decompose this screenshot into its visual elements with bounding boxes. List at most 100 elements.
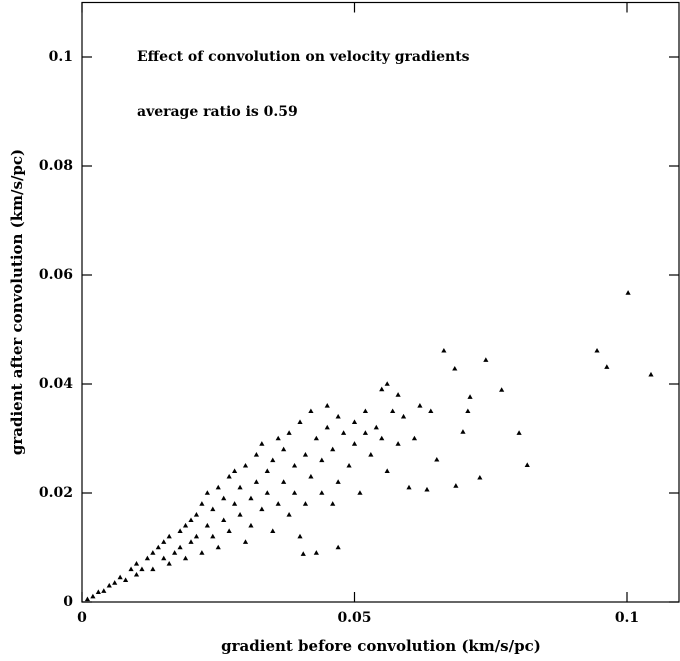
point xyxy=(313,435,319,441)
point xyxy=(232,468,238,473)
point xyxy=(117,574,123,580)
point xyxy=(253,479,259,484)
point xyxy=(101,588,107,593)
y-tick-label: 0 xyxy=(63,594,73,610)
point xyxy=(341,430,347,435)
point xyxy=(166,533,172,539)
point xyxy=(204,522,210,528)
point xyxy=(188,517,194,523)
annotation: average ratio is 0.59 xyxy=(137,104,298,120)
point xyxy=(182,555,189,561)
point xyxy=(319,457,325,463)
point xyxy=(379,435,385,441)
point xyxy=(417,403,423,408)
y-axis-label: gradient after convolution (km/s/pc) xyxy=(8,149,26,455)
point xyxy=(406,484,412,490)
point xyxy=(95,589,101,594)
point xyxy=(182,522,189,528)
point xyxy=(264,490,270,495)
point xyxy=(297,533,303,539)
point xyxy=(330,501,336,506)
point xyxy=(123,577,129,582)
point xyxy=(441,347,447,353)
point xyxy=(242,462,249,468)
point xyxy=(286,430,292,435)
point xyxy=(434,456,440,462)
point xyxy=(237,512,243,517)
point xyxy=(286,512,292,517)
x-axis-label: gradient before convolution (km/s/pc) xyxy=(221,637,541,655)
point xyxy=(139,566,145,572)
point xyxy=(166,561,172,566)
point xyxy=(259,506,265,512)
point xyxy=(308,473,314,479)
point xyxy=(308,408,314,414)
point xyxy=(253,452,259,457)
point xyxy=(384,381,390,386)
point xyxy=(204,490,210,495)
y-tick-label: 0.04 xyxy=(39,376,73,392)
point xyxy=(270,457,276,463)
annotation: Effect of convolution on velocity gradie… xyxy=(137,49,470,65)
point xyxy=(237,484,243,490)
point xyxy=(335,479,341,484)
point xyxy=(297,419,303,424)
point xyxy=(351,441,358,446)
point xyxy=(357,490,363,495)
point xyxy=(362,430,368,435)
point xyxy=(226,473,232,479)
y-tick-label: 0.02 xyxy=(39,485,73,501)
point xyxy=(133,571,140,577)
point xyxy=(281,479,287,484)
point xyxy=(242,539,249,544)
point xyxy=(313,550,319,555)
point xyxy=(302,452,309,457)
point xyxy=(335,413,341,419)
point xyxy=(395,392,401,397)
point xyxy=(215,484,221,490)
point xyxy=(106,582,112,588)
point xyxy=(453,483,459,488)
point xyxy=(172,550,178,555)
point xyxy=(281,446,287,452)
point xyxy=(362,408,368,414)
point xyxy=(199,550,205,555)
x-tick-label: 0.1 xyxy=(615,610,639,626)
point xyxy=(648,371,654,377)
point xyxy=(428,408,434,414)
point xyxy=(193,512,200,517)
point xyxy=(351,419,358,424)
point xyxy=(210,506,216,512)
point xyxy=(161,555,167,561)
point xyxy=(259,441,265,446)
point xyxy=(128,566,134,572)
point xyxy=(275,435,281,441)
point xyxy=(625,290,631,295)
point xyxy=(300,551,306,556)
point xyxy=(324,424,330,430)
y-tick-label: 0.06 xyxy=(39,267,73,283)
point xyxy=(150,566,156,572)
point xyxy=(199,501,205,506)
point xyxy=(291,462,298,468)
x-tick-label: 0.05 xyxy=(337,610,371,626)
y-tick-label: 0.08 xyxy=(39,158,73,174)
point xyxy=(112,580,118,585)
point xyxy=(275,501,281,506)
point xyxy=(155,544,161,550)
point xyxy=(319,490,325,495)
point xyxy=(221,495,227,501)
point xyxy=(330,446,336,452)
point xyxy=(133,561,140,566)
point xyxy=(84,596,91,602)
point xyxy=(516,430,522,435)
point xyxy=(483,357,489,362)
point xyxy=(424,486,430,492)
point xyxy=(221,517,227,523)
point xyxy=(411,435,418,441)
point xyxy=(524,462,530,468)
point xyxy=(161,539,167,544)
y-tick-label: 0.1 xyxy=(49,49,73,65)
